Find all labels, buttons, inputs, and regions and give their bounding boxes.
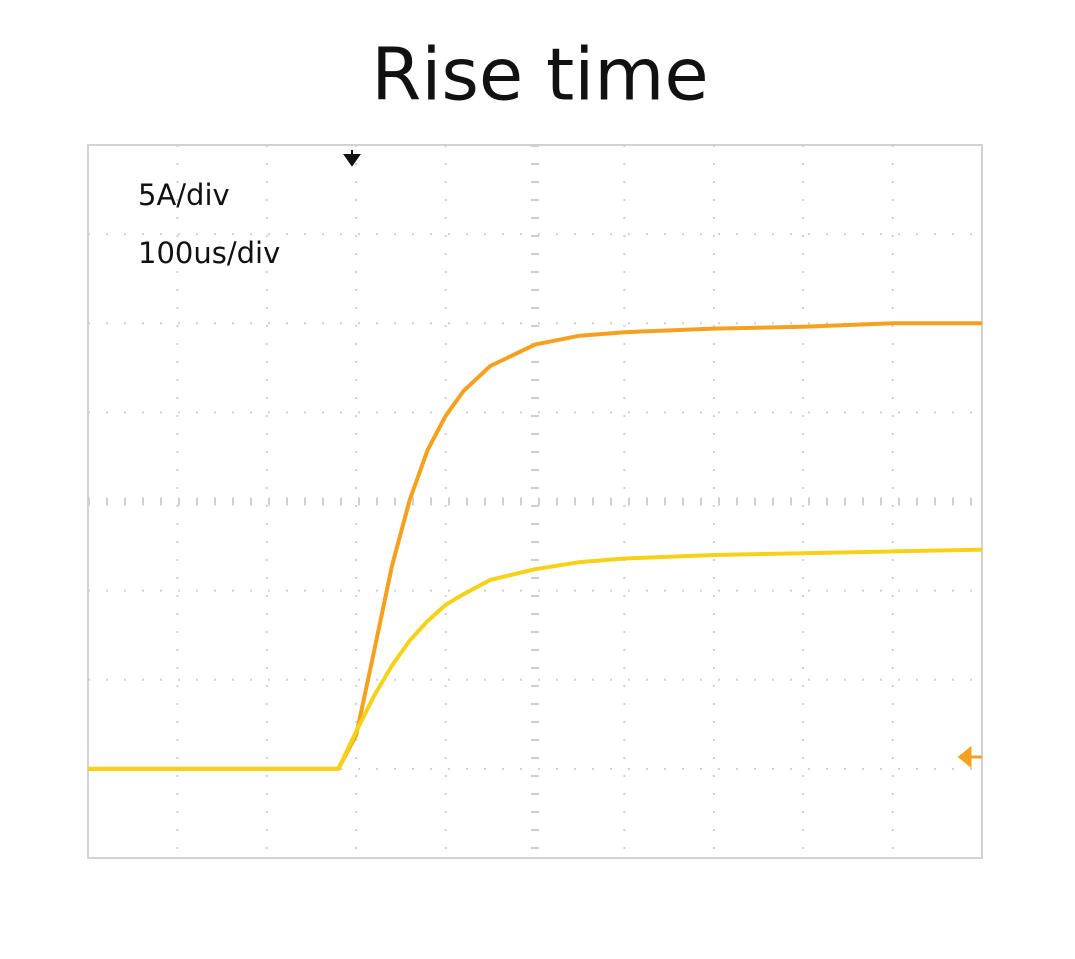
trace bbox=[88, 547, 983, 771]
annotation: 5A/div bbox=[138, 178, 230, 212]
chart-title: Rise time bbox=[371, 33, 708, 117]
ground-marker bbox=[957, 745, 982, 769]
trace bbox=[88, 321, 982, 771]
trigger-marker bbox=[343, 150, 361, 167]
annotation: 100us/div bbox=[138, 236, 280, 270]
